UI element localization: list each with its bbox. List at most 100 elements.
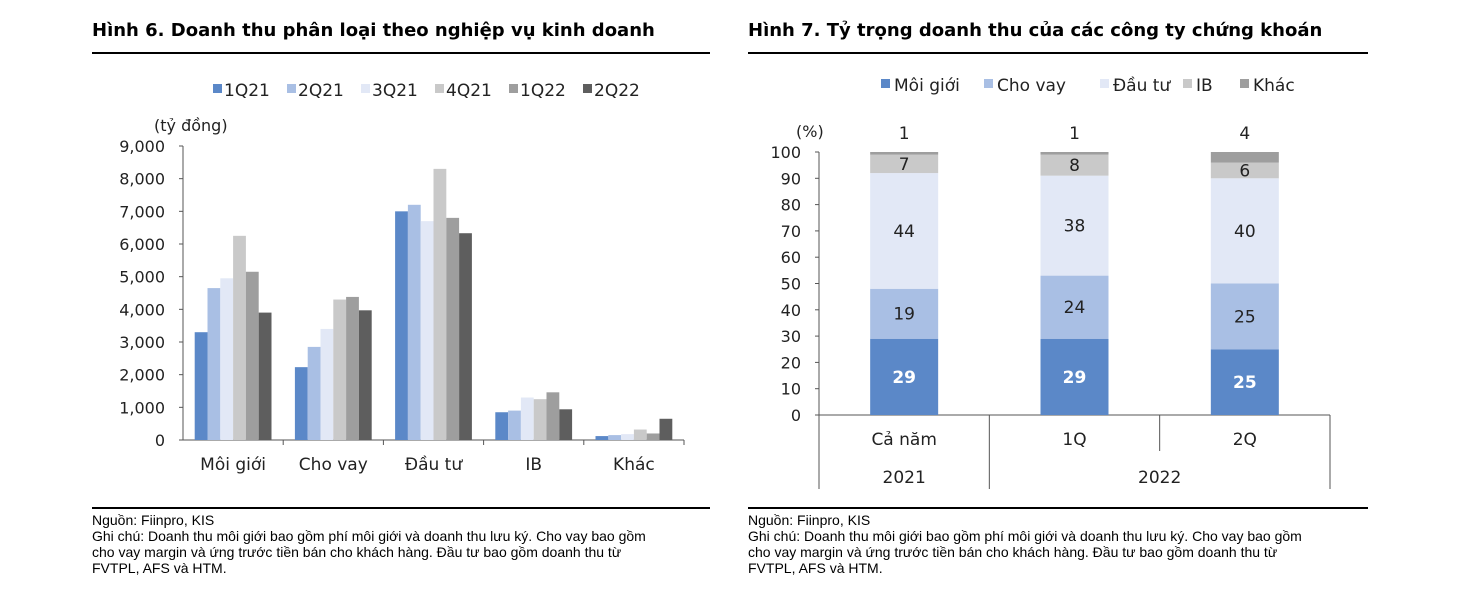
bar-segment xyxy=(870,288,939,339)
legend-label: 1Q22 xyxy=(520,81,566,101)
y-tick-label: 80 xyxy=(781,196,801,215)
data-label: 38 xyxy=(1064,217,1086,237)
y-tick-label: 2,000 xyxy=(119,366,165,385)
legend-swatch xyxy=(1183,79,1192,88)
bar xyxy=(495,412,509,440)
bar xyxy=(659,418,673,440)
legend-label: Môi giới xyxy=(894,76,960,96)
y-tick-label: 6,000 xyxy=(119,235,165,254)
figure-7-note-line: cho vay margin và ứng trước tiền bán cho… xyxy=(748,544,1278,560)
y-tick-label: 90 xyxy=(781,169,801,188)
x-tick-label: IB xyxy=(525,455,542,475)
legend-label: 3Q21 xyxy=(372,81,418,101)
legend-swatch xyxy=(1100,79,1109,88)
legend-swatch xyxy=(435,84,444,93)
y-tick-label: 7,000 xyxy=(119,202,165,221)
figure-7-bottom-rule xyxy=(748,507,1368,509)
bar xyxy=(546,392,560,440)
bar xyxy=(633,429,647,440)
legend-swatch xyxy=(509,84,518,93)
y-tick-label: 1,000 xyxy=(119,398,165,417)
x-tick-label: Cả năm xyxy=(871,430,936,450)
figure-7-panel: Hình 7. Tỷ trọng doanh thu của các công … xyxy=(748,0,1370,609)
data-label: 7 xyxy=(899,155,910,175)
bar-segment xyxy=(1040,338,1109,415)
data-label: 29 xyxy=(892,368,916,388)
data-label: 8 xyxy=(1069,156,1080,176)
data-label: 19 xyxy=(893,305,915,325)
figure-7-top-rule xyxy=(748,52,1368,54)
bar xyxy=(646,433,660,440)
legend-swatch xyxy=(361,84,370,93)
legend-swatch xyxy=(287,84,296,93)
y-tick-label: 70 xyxy=(781,222,801,241)
figure-6-source: Nguồn: Fiinpro, KIS xyxy=(92,512,215,528)
y-tick-label: 10 xyxy=(781,380,801,399)
y-tick-label: 100 xyxy=(770,143,801,162)
legend-label: Cho vay xyxy=(997,76,1066,96)
data-label: 6 xyxy=(1239,161,1250,181)
legend-swatch xyxy=(583,84,592,93)
legend-label: 2Q22 xyxy=(594,81,640,101)
group-label: 2022 xyxy=(1138,468,1181,488)
bar xyxy=(346,296,359,440)
y-axis-label: (%) xyxy=(796,122,824,141)
bar-segment xyxy=(1040,175,1109,276)
bar xyxy=(595,436,609,440)
bar-segment xyxy=(1210,349,1279,415)
bar xyxy=(533,399,547,440)
y-tick-label: 30 xyxy=(781,327,801,346)
bar xyxy=(446,217,460,440)
y-tick-label: 60 xyxy=(781,248,801,267)
bar xyxy=(621,434,634,440)
bar-segment xyxy=(1040,152,1109,155)
bar-segment xyxy=(1210,283,1279,350)
y-tick-label: 40 xyxy=(781,301,801,320)
y-tick-label: 20 xyxy=(781,353,801,372)
data-label: 44 xyxy=(893,222,915,242)
data-label: 4 xyxy=(1239,124,1250,144)
bar xyxy=(520,397,534,440)
legend-label: 4Q21 xyxy=(446,81,492,101)
bar-segment xyxy=(1210,152,1279,163)
y-tick-label: 0 xyxy=(155,431,165,450)
x-tick-label: 2Q xyxy=(1233,430,1257,450)
bar xyxy=(608,435,622,440)
figure-6-notes: Nguồn: Fiinpro, KIS Ghi chú: Doanh thu m… xyxy=(92,512,646,576)
figure-7-notes: Nguồn: Fiinpro, KIS Ghi chú: Doanh thu m… xyxy=(748,512,1302,576)
data-label: 40 xyxy=(1234,222,1256,242)
bar-segment xyxy=(870,338,939,415)
bar-segment xyxy=(870,152,939,155)
group-label: 2021 xyxy=(883,468,926,488)
bar xyxy=(508,410,521,440)
figure-7-note-line: FVTPL, AFS và HTM. xyxy=(748,560,883,576)
y-tick-label: 9,000 xyxy=(119,137,165,156)
figure-6-top-rule xyxy=(92,52,710,54)
data-label: 1 xyxy=(1069,124,1080,144)
figure-7-note-line: Ghi chú: Doanh thu môi giới bao gồm phí … xyxy=(748,528,1302,544)
legend-label: Đầu tư xyxy=(1113,75,1171,96)
bar-segment xyxy=(1210,162,1279,179)
legend-label: IB xyxy=(1196,76,1213,96)
data-label: 29 xyxy=(1063,368,1087,388)
figure-6-bottom-rule xyxy=(92,507,710,509)
bar xyxy=(559,409,573,440)
revenue-share-chart: Môi giới Cho vay Đầu tư IB Khác (%) 0 10 20 30 40 5… xyxy=(770,75,1331,489)
figure-6-note-line: FVTPL, AFS và HTM. xyxy=(92,560,227,576)
bar xyxy=(207,288,221,440)
legend-swatch xyxy=(213,84,222,93)
y-tick-label: 4,000 xyxy=(119,300,165,319)
y-tick-label: 0 xyxy=(791,406,801,425)
bar xyxy=(333,299,347,440)
data-label: 1 xyxy=(899,124,910,144)
figure-7-title: Hình 7. Tỷ trọng doanh thu của các công … xyxy=(748,20,1323,41)
bar xyxy=(433,168,447,440)
x-tick-label: Đầu tư xyxy=(405,454,463,475)
y-tick-label: 50 xyxy=(781,275,801,294)
bar xyxy=(258,312,272,440)
y-tick-label: 5,000 xyxy=(119,268,165,287)
x-tick-label: Môi giới xyxy=(200,455,266,475)
figure-7-source: Nguồn: Fiinpro, KIS xyxy=(748,512,871,528)
legend-label: 1Q21 xyxy=(224,81,270,101)
legend-swatch xyxy=(984,79,993,88)
